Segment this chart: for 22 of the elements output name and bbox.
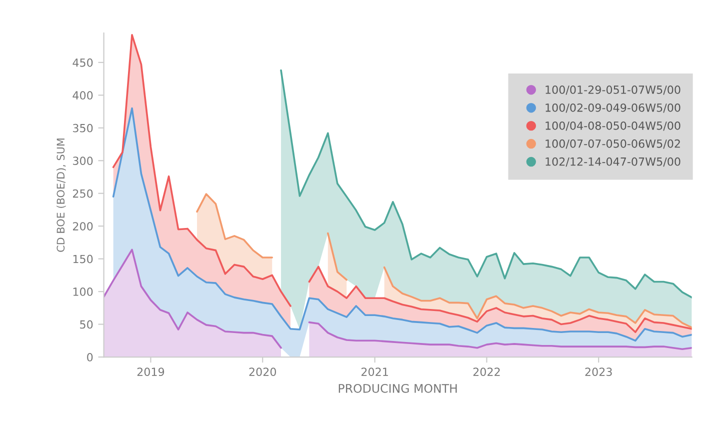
y-tick-label: 300 [73, 156, 93, 166]
legend-label: 100/02-09-049-06W5/00 [546, 103, 680, 113]
y-tick-label: 350 [73, 124, 93, 132]
x-tick-label: 2019 [137, 368, 164, 376]
legend-label: 100/04-08-050-04W5/00 [546, 121, 680, 131]
y-tick-label: 250 [72, 189, 93, 198]
y-tick-label: 450 [72, 58, 93, 67]
legend-label: 102/12-14-047-07W5/00 [546, 157, 680, 167]
x-tick-label: 2023 [585, 368, 612, 376]
y-tick-label: 400 [72, 91, 93, 100]
y-tick-label: 50 [80, 320, 93, 329]
y-tick-label: 150 [73, 254, 93, 264]
y-tick-label: 100 [73, 288, 93, 296]
legend-label: 100/07-07-050-06W5/02 [546, 139, 680, 149]
x-tick-label: 2021 [361, 368, 388, 376]
y-tick-label: 0 [87, 352, 93, 362]
x-axis-title: PRODUCING MONTH [338, 384, 457, 393]
x-tick-label: 2022 [473, 368, 500, 376]
x-tick-label: 2020 [249, 368, 276, 376]
y-axis-title: CD BOE (BOE/D), SUM [56, 138, 66, 252]
y-tick-label: 200 [72, 222, 93, 230]
legend-label: 100/01-29-051-07W5/00 [546, 86, 680, 95]
